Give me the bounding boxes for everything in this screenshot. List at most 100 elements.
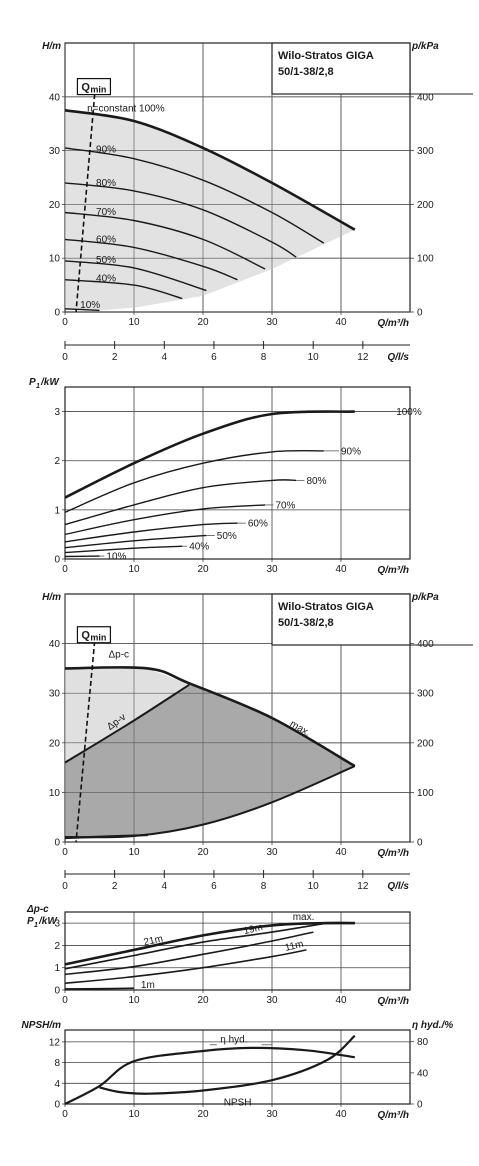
y-tick-label: 3 [54,919,60,930]
y-tick-label: 20 [49,200,61,211]
x-tick-label: 20 [197,847,209,858]
series-label: 80% [307,476,327,487]
y-tick-label: 40 [49,92,61,103]
qmin-line [75,641,96,843]
power-curve [64,522,238,543]
power-curve [64,534,207,549]
power-curve [64,545,183,554]
x-tick-label: 0 [62,1109,68,1120]
y-tick-label: 0 [54,838,60,849]
chart-hq2: 0 10 20 30 400102030400100200300400Q/m³/hΔp-… [42,592,473,892]
y2-tick-label: 300 [417,689,434,700]
x-tick-label: 30 [266,995,278,1006]
y-tick-label: 30 [49,689,61,700]
curve-dpv [64,683,190,764]
x-axis-label: Q/m³/h [377,565,409,576]
qmin-box [76,626,112,644]
secondary-x-tick-label: 0 [62,881,68,892]
title-box [271,42,411,95]
chart-npsh: 0 10 20 30 40 0 4 8 12 0 40 80 Q/m³/h η hyd. NPSH NPSH/… [22,1020,454,1121]
secondary-x-tick-label: 12 [357,881,369,892]
qmin-label: Q [81,82,90,94]
y2-tick-label: 80 [417,1037,429,1048]
y-axis-label-sub: 1 [34,922,38,929]
curve-npsh [99,1034,356,1095]
series-label: 80% [96,178,116,189]
y-tick-label: 0 [54,1100,60,1111]
series-label: 70% [96,207,116,218]
y2-tick-label: 0 [417,838,423,849]
x-tick-label: 10 [128,1109,140,1120]
x-tick-label: 30 [266,1109,278,1120]
series-label: 70% [275,500,295,511]
y-tick-label: 4 [54,1079,60,1090]
plot-frame [64,386,411,560]
y2-axis-label: p/kPa [411,41,439,52]
curve-80- [64,182,297,258]
x-tick-label: 40 [335,847,347,858]
annotation-max: max. [293,912,315,923]
x-tick-label: 0 [62,564,68,575]
series-label: 60% [248,519,268,530]
series-label: 10% [80,300,100,311]
x-axis-label: Q/m³/h [377,848,409,859]
y2-tick-label: 100 [417,788,434,799]
x-tick-label: 0 [62,847,68,858]
series-label: 40% [96,274,116,285]
y2-tick-label: 200 [417,200,434,211]
title-box [271,593,411,646]
series-label: 90% [96,145,116,156]
secondary-x-tick-label: 10 [308,352,320,363]
x-tick-label: 20 [197,1109,209,1120]
series-label: 100% [396,407,422,418]
secondary-x-tick-label: 8 [261,352,267,363]
y-tick-label: 0 [54,986,60,997]
y-axis-label: NPSH/m [22,1020,62,1031]
series-label: n=constant 100% [87,104,165,115]
power-curve [64,921,355,966]
curve-min-low [64,833,148,840]
y2-tick-label: 200 [417,738,434,749]
x-tick-label: 10 [128,564,140,575]
series-label: 90% [341,446,361,457]
plot-frame [64,911,411,991]
curve-eta [64,1046,355,1105]
series-label: 10% [106,552,126,563]
curve-70- [64,211,266,270]
power-curve [64,479,297,526]
y2-tick-label: 300 [417,146,434,157]
title-line: 50/1-38/2,8 [278,617,334,629]
y-axis-label: H/m [42,41,61,52]
power-curve [64,410,355,499]
y-axis-label: P [27,916,34,927]
annotation-21m: 21m [143,934,164,949]
secondary-x-tick-label: 4 [161,881,167,892]
qmin-line [75,94,96,313]
curve-60- [64,238,238,281]
y-tick-label: 20 [49,738,61,749]
title-line: Wilo-Stratos GIGA [278,601,374,613]
secondary-x-tick-label: 0 [62,352,68,363]
secondary-x-tick-label: 12 [357,352,369,363]
y-tick-label: 8 [54,1058,60,1069]
power-curve [64,449,324,513]
x-axis-label: Q/m³/h [377,1110,409,1121]
secondary-x-axis-label: Q/l/s [387,352,409,363]
x-tick-label: 40 [335,564,347,575]
label-eta: η hyd. [220,1034,247,1045]
x-tick-label: 10 [128,317,140,328]
x-tick-label: 40 [335,995,347,1006]
secondary-x-tick-label: 2 [112,881,118,892]
dpc-area [65,668,190,763]
series-label: 60% [96,234,116,245]
series-label: 50% [217,531,237,542]
plot-frame [64,1029,411,1105]
x-tick-label: 20 [197,564,209,575]
y-tick-label: 0 [54,308,60,319]
x-axis-label: Q/m³/h [377,318,409,329]
chart-hq1: 0 10 20 30 400102030400100200300400Q/m³/hn=c… [42,41,473,363]
x-tick-label: 30 [266,317,278,328]
